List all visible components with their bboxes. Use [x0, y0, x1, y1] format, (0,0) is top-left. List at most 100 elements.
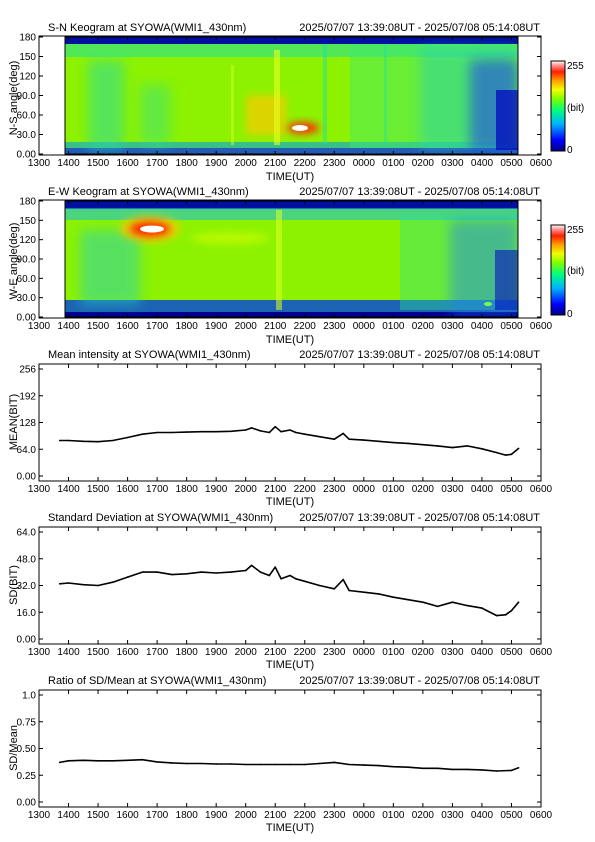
data-point — [510, 769, 513, 772]
data-point — [342, 432, 345, 435]
data-point — [230, 430, 232, 433]
x-tick-label: 2200 — [294, 647, 317, 658]
data-point — [407, 598, 409, 601]
data-point — [377, 440, 380, 443]
x-tick-label: 1900 — [205, 810, 228, 821]
y-tick-label: 0.00 — [17, 150, 37, 161]
x-tick-label: 0300 — [441, 810, 464, 821]
panel-title: Ratio of SD/Mean at SYOWA(WMI1_430nm) — [48, 675, 266, 687]
data-point — [215, 763, 217, 765]
y-tick-label: 16.0 — [17, 608, 37, 619]
data-point — [289, 763, 291, 766]
data-point — [510, 453, 513, 456]
x-tick-label: 0500 — [500, 321, 523, 332]
x-tick-label: 2000 — [235, 484, 258, 495]
data-point — [58, 583, 61, 585]
data-point — [141, 433, 144, 436]
x-tick-label: 1700 — [146, 158, 169, 169]
colorbar-min-label: 0 — [567, 309, 573, 320]
data-point — [126, 759, 129, 762]
x-tick-label: 0500 — [500, 158, 523, 169]
x-tick-label: 1400 — [57, 810, 80, 821]
x-tick-label: 2100 — [264, 647, 287, 658]
data-point — [422, 767, 424, 770]
y-tick-label: 0.00 — [17, 635, 37, 646]
x-tick-label: 1800 — [176, 647, 199, 658]
x-tick-label: 0600 — [530, 810, 553, 821]
x-tick-label: 1400 — [57, 647, 80, 658]
sn-keogram-panel: S-N Keogram at SYOWA(WMI1_430nm) 2025/07… — [8, 22, 584, 183]
x-tick-label: 2300 — [323, 484, 346, 495]
x-tick-label: 2000 — [235, 810, 258, 821]
x-tick-label: 1800 — [176, 158, 199, 169]
x-tick-label: 1600 — [116, 810, 139, 821]
data-point — [363, 439, 365, 441]
x-tick-label: 0000 — [353, 647, 376, 658]
y-tick-label: 120 — [19, 72, 36, 83]
x-tick-label: 2200 — [294, 484, 317, 495]
data-point — [377, 764, 380, 767]
y-tick-label: 48.0 — [17, 554, 37, 565]
panel-axes: 1300 1400 1500 1600 1700 1800 1900 2000 2100 2200… — [17, 197, 553, 333]
data-point — [171, 762, 173, 764]
data-point — [259, 763, 262, 766]
y-tick-label: 30.0 — [17, 293, 37, 304]
colorbar — [550, 224, 566, 316]
x-tick-label: 0600 — [530, 484, 553, 495]
keogram-image — [65, 201, 518, 317]
data-point — [481, 607, 483, 609]
data-point — [185, 762, 188, 765]
data-point — [495, 770, 498, 772]
data-point — [363, 764, 365, 766]
data-point — [495, 614, 498, 617]
colorbar-min-label: 0 — [567, 145, 573, 156]
data-point — [82, 440, 85, 443]
x-tick-label: 0200 — [412, 484, 435, 495]
y-tick-label: 0.25 — [17, 771, 37, 782]
y-tick-label: 90.0 — [17, 255, 37, 266]
data-point — [289, 429, 291, 431]
x-tick-label: 0000 — [353, 484, 376, 495]
data-point — [318, 584, 321, 587]
colorbar-max-label: 255 — [567, 225, 584, 236]
data-point — [495, 451, 498, 454]
y-tick-label: 30.0 — [17, 130, 37, 141]
data-point — [295, 578, 297, 580]
data-point — [436, 445, 439, 447]
x-tick-label: 1300 — [28, 484, 51, 495]
data-point — [230, 763, 232, 765]
x-tick-label: 0300 — [441, 484, 464, 495]
data-point — [407, 766, 409, 768]
y-axis-label: SD(BIT) — [8, 565, 20, 605]
x-tick-label: 0200 — [412, 810, 435, 821]
data-point — [422, 601, 424, 603]
data-point — [230, 571, 232, 573]
data-point — [171, 431, 173, 434]
x-tick-label: 2100 — [264, 321, 287, 332]
x-tick-label: 0100 — [382, 647, 405, 658]
data-point — [97, 760, 99, 762]
y-tick-label: 0.75 — [17, 717, 37, 728]
x-tick-label: 2300 — [323, 158, 346, 169]
data-point — [244, 569, 247, 572]
x-tick-label: 1600 — [116, 158, 139, 169]
data-point — [97, 584, 99, 587]
x-tick-label: 0400 — [471, 484, 494, 495]
x-tick-label: 0100 — [382, 321, 405, 332]
x-tick-label: 0200 — [412, 321, 435, 332]
x-tick-label: 0400 — [471, 647, 494, 658]
x-tick-label: 2100 — [264, 158, 287, 169]
x-tick-label: 0200 — [412, 647, 435, 658]
data-point — [82, 759, 85, 762]
y-axis-label: W-E angle(deg) — [8, 223, 20, 300]
x-tick-label: 2200 — [294, 321, 317, 332]
data-point — [112, 581, 114, 583]
x-tick-label: 1800 — [176, 321, 199, 332]
x-tick-label: 0500 — [500, 484, 523, 495]
data-point — [200, 430, 203, 433]
data-point — [451, 446, 454, 449]
data-point — [289, 574, 291, 577]
data-point — [392, 596, 395, 598]
data-point — [126, 576, 129, 578]
